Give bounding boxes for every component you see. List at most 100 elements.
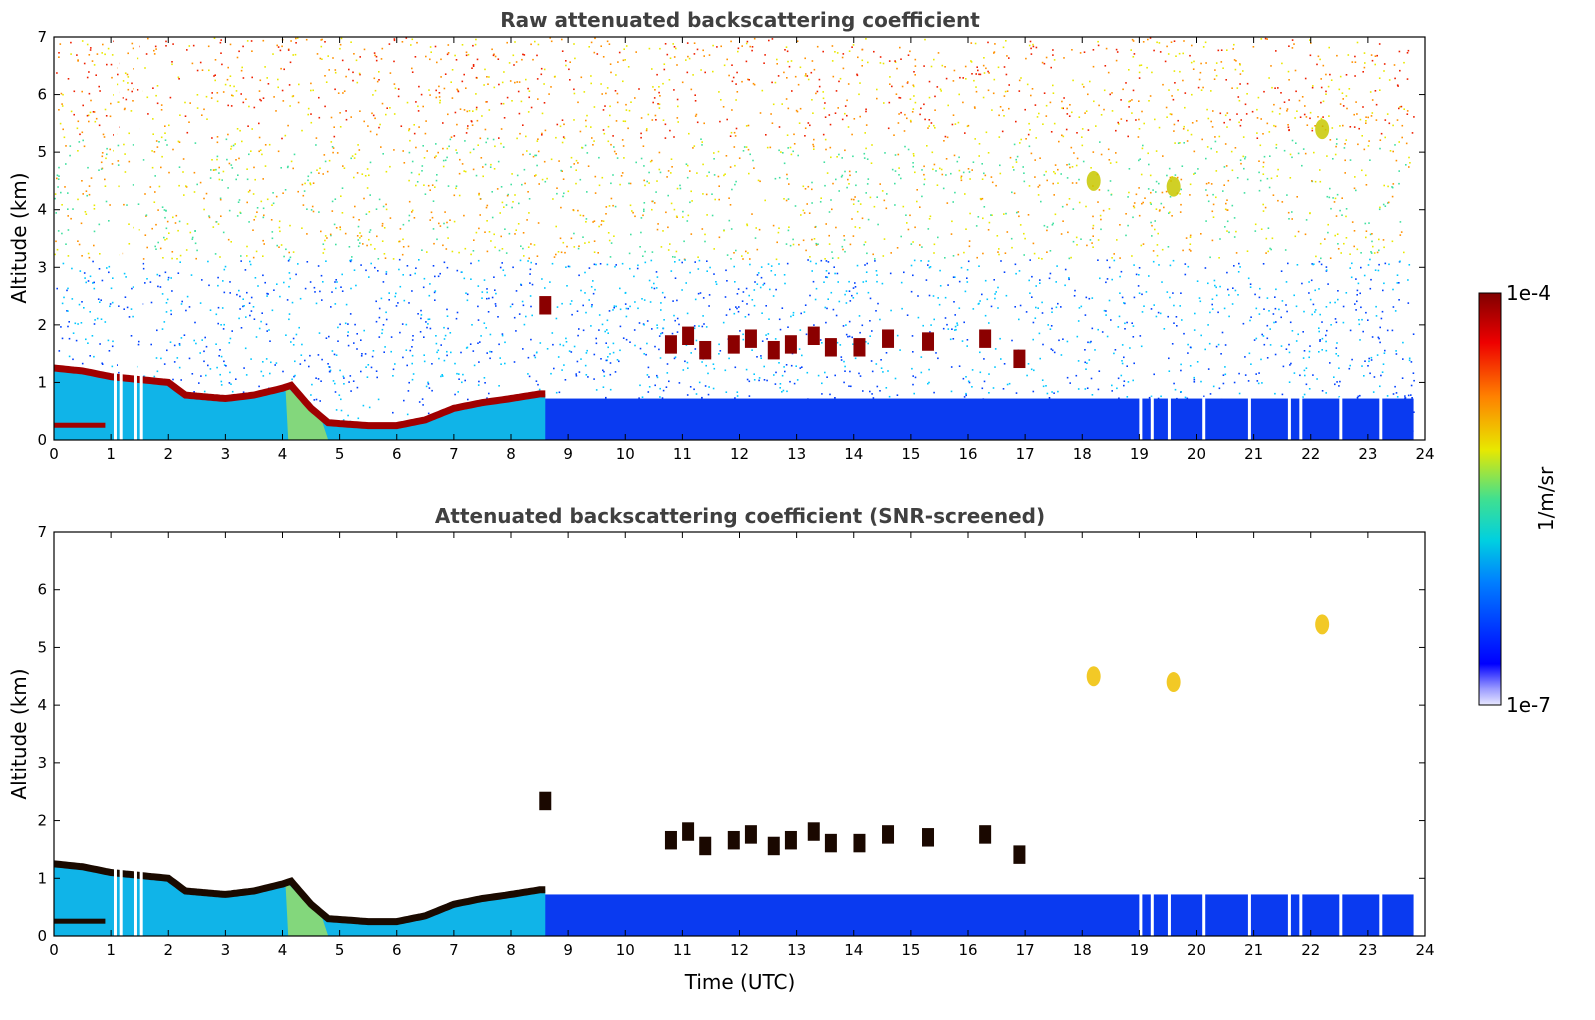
noise-speckle xyxy=(188,121,190,123)
noise-speckle xyxy=(987,89,990,92)
noise-speckle xyxy=(1265,252,1267,254)
noise-speckle xyxy=(937,297,939,299)
noise-speckle xyxy=(1299,374,1301,377)
noise-speckle xyxy=(178,166,181,168)
noise-speckle xyxy=(1092,246,1094,248)
noise-speckle xyxy=(390,336,393,338)
noise-speckle xyxy=(774,177,777,180)
noise-speckle xyxy=(1176,325,1178,327)
noise-speckle xyxy=(144,234,147,236)
noise-speckle xyxy=(1376,251,1379,254)
noise-speckle xyxy=(654,89,656,91)
noise-speckle xyxy=(1133,202,1136,204)
noise-speckle xyxy=(491,191,493,193)
noise-speckle xyxy=(648,386,651,388)
noise-speckle xyxy=(1184,92,1187,94)
noise-speckle xyxy=(865,341,867,343)
noise-speckle xyxy=(446,350,448,353)
noise-speckle xyxy=(99,253,101,255)
noise-speckle xyxy=(236,128,239,130)
noise-speckle xyxy=(309,281,312,283)
noise-speckle xyxy=(356,235,359,237)
noise-speckle xyxy=(93,208,96,210)
noise-speckle xyxy=(62,93,64,96)
noise-speckle xyxy=(753,83,756,86)
noise-speckle xyxy=(429,189,431,191)
noise-speckle xyxy=(946,323,948,326)
noise-speckle xyxy=(1030,152,1033,155)
noise-speckle xyxy=(602,386,605,388)
noise-speckle xyxy=(523,54,526,56)
noise-speckle xyxy=(1113,253,1115,255)
noise-speckle xyxy=(966,345,968,347)
noise-speckle xyxy=(312,182,315,184)
noise-speckle xyxy=(389,217,392,219)
noise-speckle xyxy=(1413,411,1415,413)
noise-speckle xyxy=(1115,152,1117,154)
noise-speckle xyxy=(952,276,955,278)
noise-speckle xyxy=(211,92,213,94)
noise-speckle xyxy=(215,221,218,223)
noise-speckle xyxy=(713,367,716,370)
noise-speckle xyxy=(319,57,322,60)
noise-speckle xyxy=(1038,112,1040,115)
noise-speckle xyxy=(785,98,788,100)
noise-speckle xyxy=(673,89,675,91)
noise-speckle xyxy=(909,98,912,100)
noise-speckle xyxy=(928,368,930,371)
noise-speckle xyxy=(692,147,694,149)
noise-speckle xyxy=(970,61,973,63)
noise-speckle xyxy=(1002,109,1004,112)
noise-speckle xyxy=(336,152,339,154)
noise-speckle xyxy=(839,77,842,80)
noise-speckle xyxy=(874,258,876,260)
noise-speckle xyxy=(621,172,624,174)
noise-speckle xyxy=(1051,391,1053,393)
noise-speckle xyxy=(1100,228,1102,231)
noise-speckle xyxy=(322,173,324,175)
noise-speckle xyxy=(1288,45,1290,47)
noise-speckle xyxy=(774,81,777,84)
noise-speckle xyxy=(695,113,698,116)
noise-speckle xyxy=(123,272,126,275)
noise-speckle xyxy=(820,259,823,262)
noise-speckle xyxy=(149,186,152,188)
noise-speckle xyxy=(652,101,654,104)
noise-speckle xyxy=(1172,98,1175,101)
noise-speckle xyxy=(1161,248,1164,251)
noise-speckle xyxy=(185,249,188,251)
noise-speckle xyxy=(84,211,87,213)
noise-speckle xyxy=(81,362,84,365)
noise-speckle xyxy=(475,108,478,111)
noise-speckle xyxy=(912,153,915,155)
noise-speckle xyxy=(1111,257,1113,259)
noise-speckle xyxy=(1286,194,1288,196)
noise-speckle xyxy=(100,299,102,301)
noise-speckle xyxy=(1353,113,1355,116)
noise-speckle xyxy=(1151,71,1153,74)
noise-speckle xyxy=(563,364,565,366)
noise-speckle xyxy=(1288,99,1290,101)
noise-speckle xyxy=(781,374,784,377)
noise-speckle xyxy=(123,143,125,146)
noise-speckle xyxy=(1158,126,1161,129)
noise-speckle xyxy=(637,307,639,310)
noise-speckle xyxy=(347,331,349,333)
noise-speckle xyxy=(1243,192,1246,194)
noise-speckle xyxy=(1398,141,1400,143)
noise-speckle xyxy=(1365,174,1367,177)
noise-speckle xyxy=(330,234,332,237)
noise-speckle xyxy=(501,334,504,337)
noise-speckle xyxy=(604,330,606,333)
noise-speckle xyxy=(641,396,644,398)
noise-speckle xyxy=(1349,159,1352,161)
noise-speckle xyxy=(1326,329,1328,332)
noise-speckle xyxy=(368,276,370,278)
noise-speckle xyxy=(1066,164,1068,166)
noise-speckle xyxy=(497,316,499,318)
noise-speckle xyxy=(1275,321,1277,323)
noise-speckle xyxy=(685,163,688,165)
noise-speckle xyxy=(307,113,309,116)
noise-speckle xyxy=(264,144,267,146)
noise-speckle xyxy=(983,206,986,208)
